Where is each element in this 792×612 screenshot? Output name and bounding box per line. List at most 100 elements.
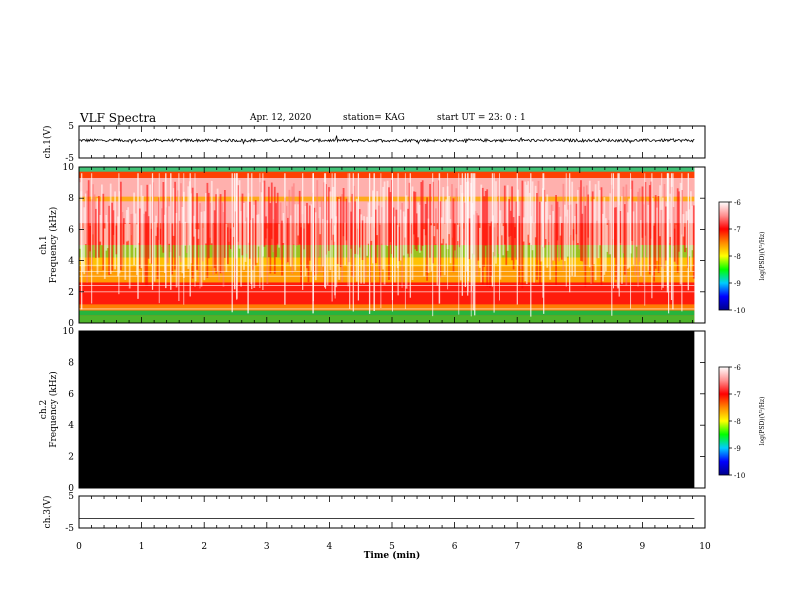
- spec1-streak: [313, 207, 316, 276]
- spec1-streak: [521, 180, 524, 289]
- spec1-streak: [164, 214, 166, 273]
- spec1-streak: [512, 217, 515, 270]
- ch1wave-ytick-label: 5: [68, 122, 74, 132]
- spec1-streak: [290, 215, 292, 267]
- spec1-streak: [517, 189, 519, 266]
- time-tick-label: 8: [577, 542, 583, 552]
- spec1-streak: [555, 195, 557, 285]
- spec1-streak: [553, 223, 556, 262]
- spec1-streak: [684, 226, 686, 253]
- spec1-streak: [522, 217, 525, 242]
- spec1-streak: [353, 185, 355, 279]
- spec1-streak: [159, 228, 162, 244]
- spec1-streak: [175, 213, 178, 288]
- spec1-streak: [360, 214, 363, 284]
- spec1-streak: [166, 198, 169, 264]
- spec1-streak: [206, 182, 209, 278]
- spec1-streak: [212, 224, 215, 275]
- spec1-streak: [102, 193, 105, 271]
- spec1-streak: [492, 215, 494, 253]
- spec1-streak: [588, 180, 591, 268]
- ch1wave-ytick-label: -5: [65, 154, 74, 164]
- station-label: station= KAG: [343, 113, 405, 123]
- spec1-streak: [574, 216, 576, 277]
- spec1-streak: [430, 225, 433, 272]
- spec1-streak: [499, 210, 502, 280]
- spec1-streak: [124, 223, 127, 280]
- spec1-streak: [155, 215, 157, 236]
- spec1-streak: [298, 190, 301, 244]
- spec1-streak: [227, 227, 229, 265]
- spec1-streak: [232, 227, 235, 237]
- spec1-streak: [281, 220, 283, 276]
- spec1-ytick-label: 4: [68, 257, 74, 267]
- spec1-streak: [525, 184, 528, 285]
- spec1-streak: [162, 182, 165, 253]
- spec2-image: [79, 331, 695, 488]
- spec1-streak: [628, 198, 631, 268]
- colorbar2-tick-label: -8: [734, 418, 741, 426]
- spec1-streak: [421, 180, 424, 246]
- spec1-streak: [344, 222, 346, 266]
- spec1-streak: [125, 210, 128, 242]
- spec1-streak: [395, 209, 398, 246]
- spec1-streak: [587, 194, 590, 238]
- spec1-streak: [600, 187, 603, 286]
- spec2-ytick-label: 6: [68, 390, 74, 400]
- spec1-streak: [607, 219, 610, 255]
- spec1-streak: [265, 216, 267, 239]
- spec1-streak: [98, 196, 100, 258]
- time-axis: 0 1 2 3 4 5 6 7 8 9 10 Time (min): [76, 542, 711, 561]
- spec1-streak: [332, 186, 335, 235]
- spec1-streak: [121, 212, 124, 268]
- colorbar1-tick-label: -7: [734, 226, 741, 234]
- spec1-streak: [171, 224, 174, 275]
- spec1-streak: [186, 223, 188, 254]
- spec1-streak: [257, 214, 260, 247]
- spec1-streak: [539, 201, 541, 285]
- ch3wave-ylabel: ch.3(V): [42, 496, 53, 529]
- spec1-band: [79, 304, 695, 311]
- spec1-streak: [144, 211, 147, 287]
- spec1-streak: [380, 207, 383, 244]
- spec1-streak: [240, 211, 242, 287]
- colorbar1-tick-label: -10: [734, 307, 745, 315]
- spec1-streak: [458, 226, 461, 248]
- spec1-streak: [383, 181, 386, 285]
- spec1-streak: [572, 229, 575, 241]
- colorbar2-gradient: [718, 366, 730, 476]
- spec1-streak: [156, 227, 159, 280]
- spec1-streak: [197, 229, 200, 239]
- spec1-streak: [648, 185, 651, 275]
- spec2-ylabel: Frequency (kHz): [48, 371, 59, 448]
- spec1-streak: [637, 191, 639, 287]
- spec1-streak: [536, 193, 538, 280]
- spec1-streak: [187, 186, 190, 269]
- spec1-streak: [142, 195, 144, 283]
- spec1-streak: [303, 228, 305, 250]
- spec1-streak: [424, 203, 427, 236]
- spec1-streak: [89, 225, 92, 252]
- spec1-streak: [174, 181, 176, 270]
- spec1-streak: [408, 182, 411, 258]
- spec1-streak: [101, 184, 103, 246]
- spec1-streak: [546, 194, 549, 268]
- spec1-streak: [361, 220, 364, 260]
- spec1-streak: [416, 213, 418, 251]
- spec1-streak: [254, 200, 257, 266]
- colorbar1-tick-label: -8: [734, 253, 741, 261]
- spec1-streak: [624, 204, 626, 275]
- spec1-streak: [95, 208, 97, 258]
- spec1-streak: [143, 213, 146, 276]
- spec1-streak: [602, 213, 604, 282]
- spec1-streak: [533, 222, 535, 283]
- spec1-streak: [263, 180, 266, 247]
- spec1-streak: [481, 187, 484, 285]
- spec1-streak: [295, 225, 298, 247]
- spec1-streak: [606, 224, 609, 252]
- spec1-streak: [136, 224, 138, 276]
- spec2-ytick-label: 10: [63, 327, 75, 337]
- spec1-streak: [448, 196, 450, 235]
- spec1-streak: [540, 201, 543, 262]
- spec1-streak: [243, 203, 245, 270]
